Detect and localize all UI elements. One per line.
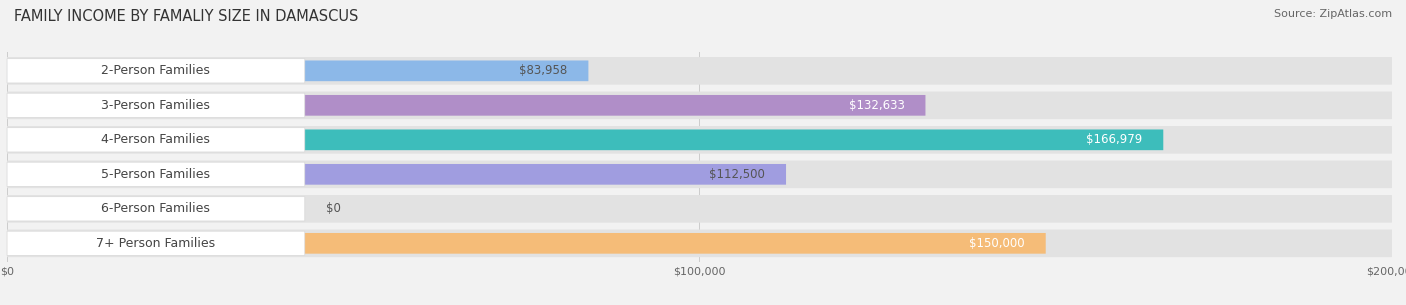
FancyBboxPatch shape: [7, 126, 1392, 154]
Text: $166,979: $166,979: [1087, 133, 1143, 146]
FancyBboxPatch shape: [7, 60, 588, 81]
Text: $83,958: $83,958: [519, 64, 568, 77]
Text: Source: ZipAtlas.com: Source: ZipAtlas.com: [1274, 9, 1392, 19]
Text: 5-Person Families: 5-Person Families: [101, 168, 211, 181]
FancyBboxPatch shape: [7, 93, 305, 117]
Text: $132,633: $132,633: [849, 99, 904, 112]
FancyBboxPatch shape: [7, 162, 305, 186]
FancyBboxPatch shape: [7, 59, 305, 83]
Text: $112,500: $112,500: [710, 168, 765, 181]
Text: 6-Person Families: 6-Person Families: [101, 202, 211, 215]
Text: $150,000: $150,000: [969, 237, 1025, 250]
FancyBboxPatch shape: [7, 95, 925, 116]
FancyBboxPatch shape: [7, 197, 305, 221]
FancyBboxPatch shape: [7, 233, 1046, 254]
Text: 7+ Person Families: 7+ Person Families: [97, 237, 215, 250]
Text: 2-Person Families: 2-Person Families: [101, 64, 211, 77]
FancyBboxPatch shape: [7, 130, 1163, 150]
Text: 4-Person Families: 4-Person Families: [101, 133, 211, 146]
FancyBboxPatch shape: [7, 128, 305, 152]
Text: FAMILY INCOME BY FAMALIY SIZE IN DAMASCUS: FAMILY INCOME BY FAMALIY SIZE IN DAMASCU…: [14, 9, 359, 24]
Text: $0: $0: [326, 202, 340, 215]
FancyBboxPatch shape: [7, 57, 1392, 84]
Text: 3-Person Families: 3-Person Families: [101, 99, 211, 112]
FancyBboxPatch shape: [7, 199, 170, 219]
FancyBboxPatch shape: [7, 195, 1392, 223]
FancyBboxPatch shape: [7, 230, 1392, 257]
FancyBboxPatch shape: [7, 92, 1392, 119]
FancyBboxPatch shape: [7, 160, 1392, 188]
FancyBboxPatch shape: [7, 231, 305, 256]
FancyBboxPatch shape: [7, 164, 786, 185]
